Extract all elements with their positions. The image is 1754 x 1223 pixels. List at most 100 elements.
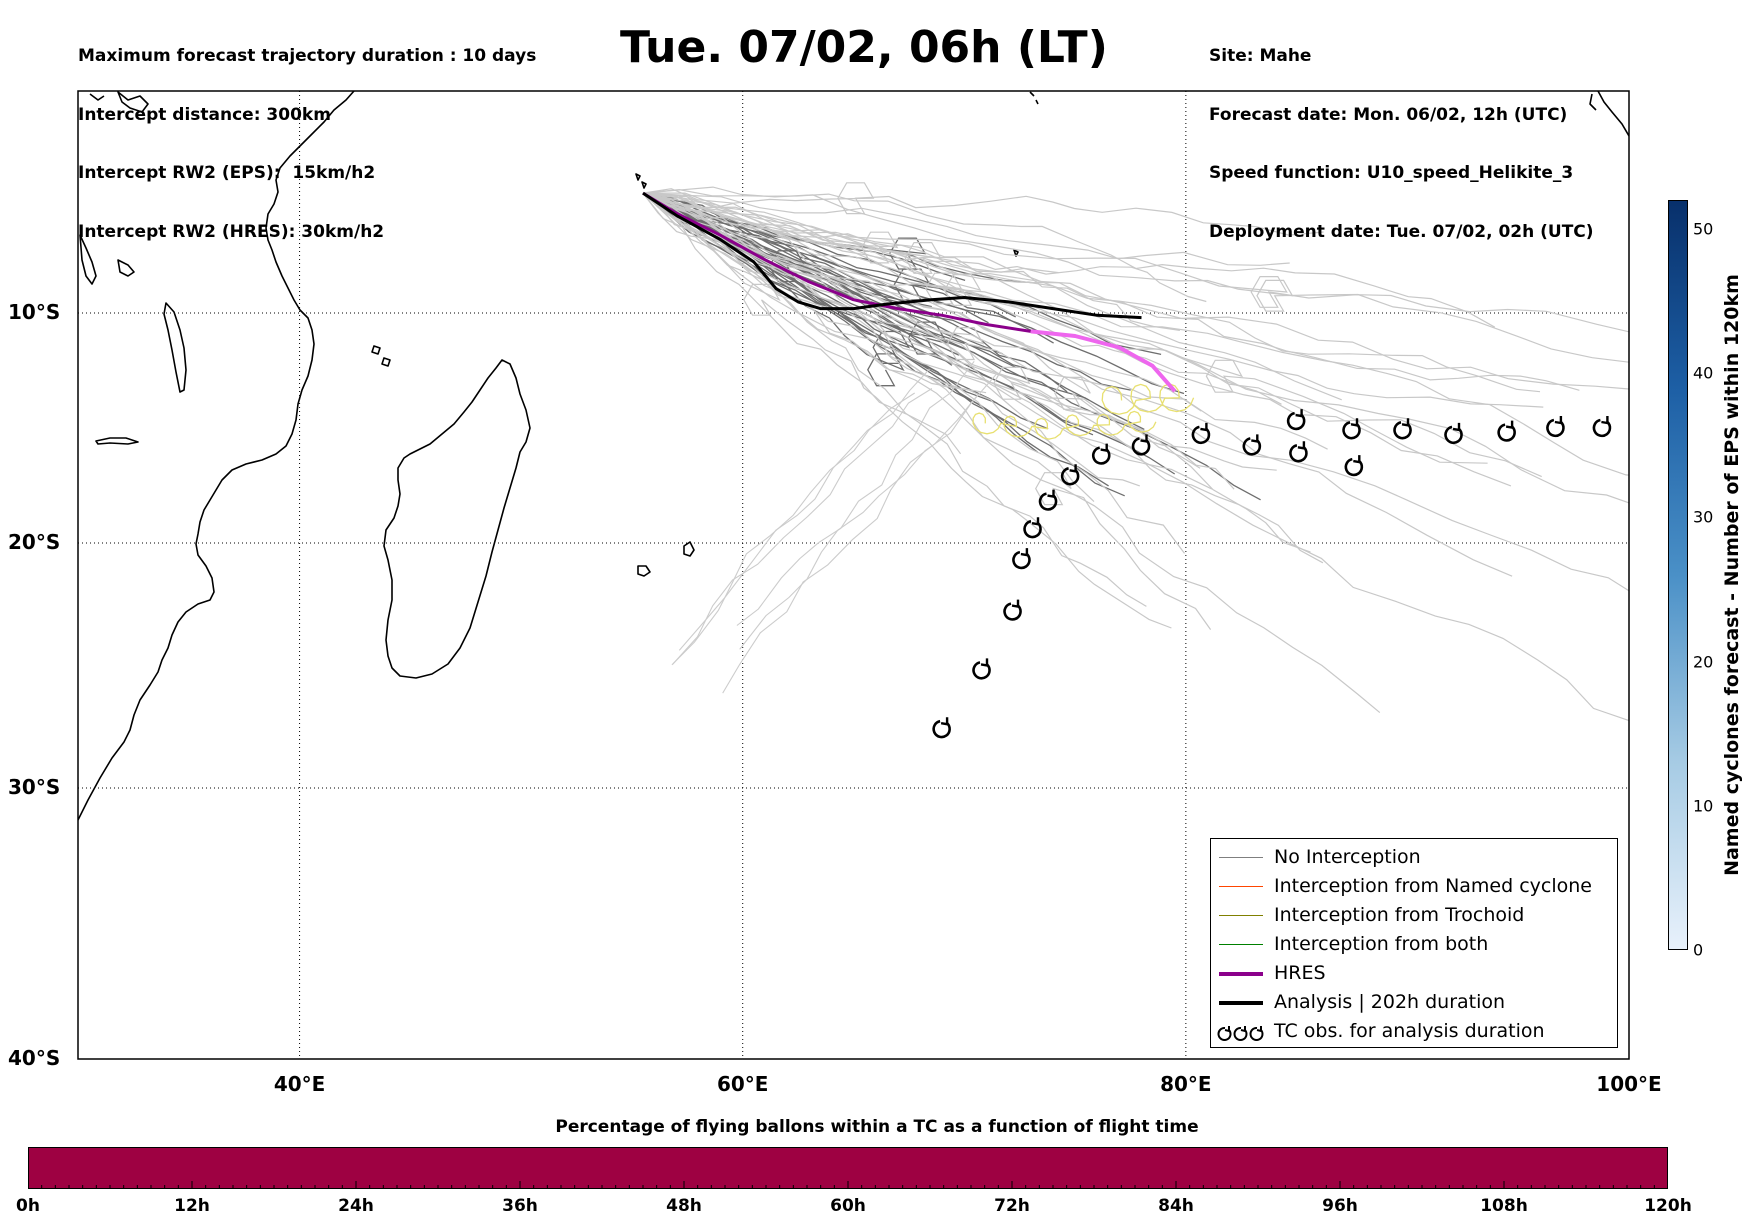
eps-track-light [642,192,1185,554]
cyclone-icon [1342,418,1361,440]
eps-track-south [672,388,933,665]
eps-track-light [642,192,1580,391]
coastlines [78,91,1629,821]
lake-malawi [163,302,187,393]
cyclone-icon [1060,464,1080,486]
time-tick-label: 48h [666,1196,702,1216]
eps-track-light [642,192,1512,487]
eps-track-light [642,192,1542,478]
hres-track [642,191,1032,333]
lake-tanganyika [117,259,135,277]
eps-track-light [642,192,1290,266]
cyclone-icon [1091,443,1111,465]
time-tick-label: 60h [830,1196,866,1216]
legend-swatch [1219,857,1263,858]
cyclone-icon [972,658,991,680]
cyclone-icon [1131,434,1151,456]
time-tick-label: 0h [16,1196,40,1216]
header-right-line: Deployment date: Tue. 07/02, 02h (UTC) [1209,221,1594,242]
legend-label: TC obs. for analysis duration [1274,1020,1545,1042]
lon-tick-label: 60°E [716,1072,769,1096]
lake-victoria [79,234,97,285]
eps-track-south [736,360,975,626]
legend-label: Interception from Named cyclone [1274,875,1592,897]
cyclone-icon [1191,422,1211,444]
lat-tick-label: 20°S [8,530,61,554]
time-bar-title: Percentage of flying ballons within a TC… [555,1117,1199,1137]
time-tick-label: 72h [994,1196,1030,1216]
socotra-arabia-edge [89,91,149,113]
colorbar-tick-label: 50 [1693,219,1714,239]
seychelles-islands [635,173,647,189]
lat-tick-label: 30°S [8,775,61,799]
cyclone-icon [1497,420,1516,442]
time-tick-label: 24h [338,1196,374,1216]
analysis-track [642,191,1142,320]
yellow-cyclone-tracks [972,383,1195,440]
legend-label: Interception from Trochoid [1274,904,1525,926]
eps-track-light [642,182,1324,236]
yellow-loop-track [1101,383,1195,415]
legend-swatch [1219,886,1263,887]
eps-track-light [642,192,1629,592]
cyclone-icon [1344,455,1364,477]
header-left-line: Intercept distance: 300km [78,104,331,125]
eps-track-light [642,192,1544,408]
cyclone-icon [1444,422,1463,444]
legend-label: Interception from both [1274,933,1489,955]
cyclone-icon [1393,418,1412,440]
map-frame [77,90,1630,1060]
eps-track-light [642,192,1311,553]
comoros-islands [371,345,391,367]
colorbar-tick-label: 30 [1693,507,1714,527]
eps-track-dark [642,192,1003,355]
legend-item-tc-obs: TC obs. for analysis duration [1211,1020,1617,1044]
cyclone-icon [1286,409,1306,431]
eps-track-south [739,372,998,650]
colorbar-tick-label: 40 [1693,363,1714,383]
legend-item-both: Interception from both [1211,933,1617,957]
legend-item-named-cyclone: Interception from Named cyclone [1211,875,1617,899]
eps-track-light [642,192,1277,471]
legend-swatch [1219,915,1263,916]
eps-track-light [642,186,1629,363]
eps-track-south [671,392,915,666]
mauritius-island [683,541,695,557]
hres-track-tail [1030,329,1177,393]
header-right-line: Forecast date: Mon. 06/02, 12h (UTC) [1209,104,1568,125]
legend-swatch [1219,944,1263,945]
chagos-islands [1013,249,1019,257]
lat-tick-label: 10°S [8,300,61,324]
time-tick-label: 84h [1158,1196,1194,1216]
time-percentage-bar [28,1147,1668,1189]
sumatra-edge [1589,91,1629,137]
lat-tick-label: 40°S [8,1046,61,1070]
eps-track-light [642,192,1132,449]
header-right-info: Site: Mahe Forecast date: Mon. 06/02, 12… [1209,8,1594,262]
cyclone-icon [1023,517,1042,539]
header-left-line: Intercept RW2 (EPS): 15km/h2 [78,163,376,183]
eps-track-light [642,192,1172,629]
legend-label: Analysis | 202h duration [1274,991,1506,1013]
map-title: Tue. 07/02, 06h (LT) [620,22,1108,73]
cyclone-icon [1242,434,1262,456]
header-left-line: Maximum forecast trajectory duration : 1… [78,46,537,66]
eps-track-light [642,192,1541,393]
eps-track-light [642,192,1324,564]
africa-coastline [78,91,355,821]
legend-item-analysis: Analysis | 202h duration [1211,991,1617,1015]
legend-label: No Interception [1274,846,1421,868]
cyclone-icon [1003,599,1022,621]
lon-tick-label: 40°E [273,1072,326,1096]
reunion-island [637,565,651,577]
header-left-info: Maximum forecast trajectory duration : 1… [78,8,536,262]
legend: No Interception Interception from Named … [1210,838,1618,1048]
eps-track-light [642,192,1201,469]
eps-track-dark [642,192,1162,356]
time-tick-label: 120h [1644,1196,1692,1216]
eps-track-light [642,192,1629,504]
cyclone-icon [1012,548,1031,570]
time-tick-label: 12h [174,1196,210,1216]
eps-track-light [642,192,1328,450]
lon-tick-label: 100°E [1596,1072,1662,1096]
